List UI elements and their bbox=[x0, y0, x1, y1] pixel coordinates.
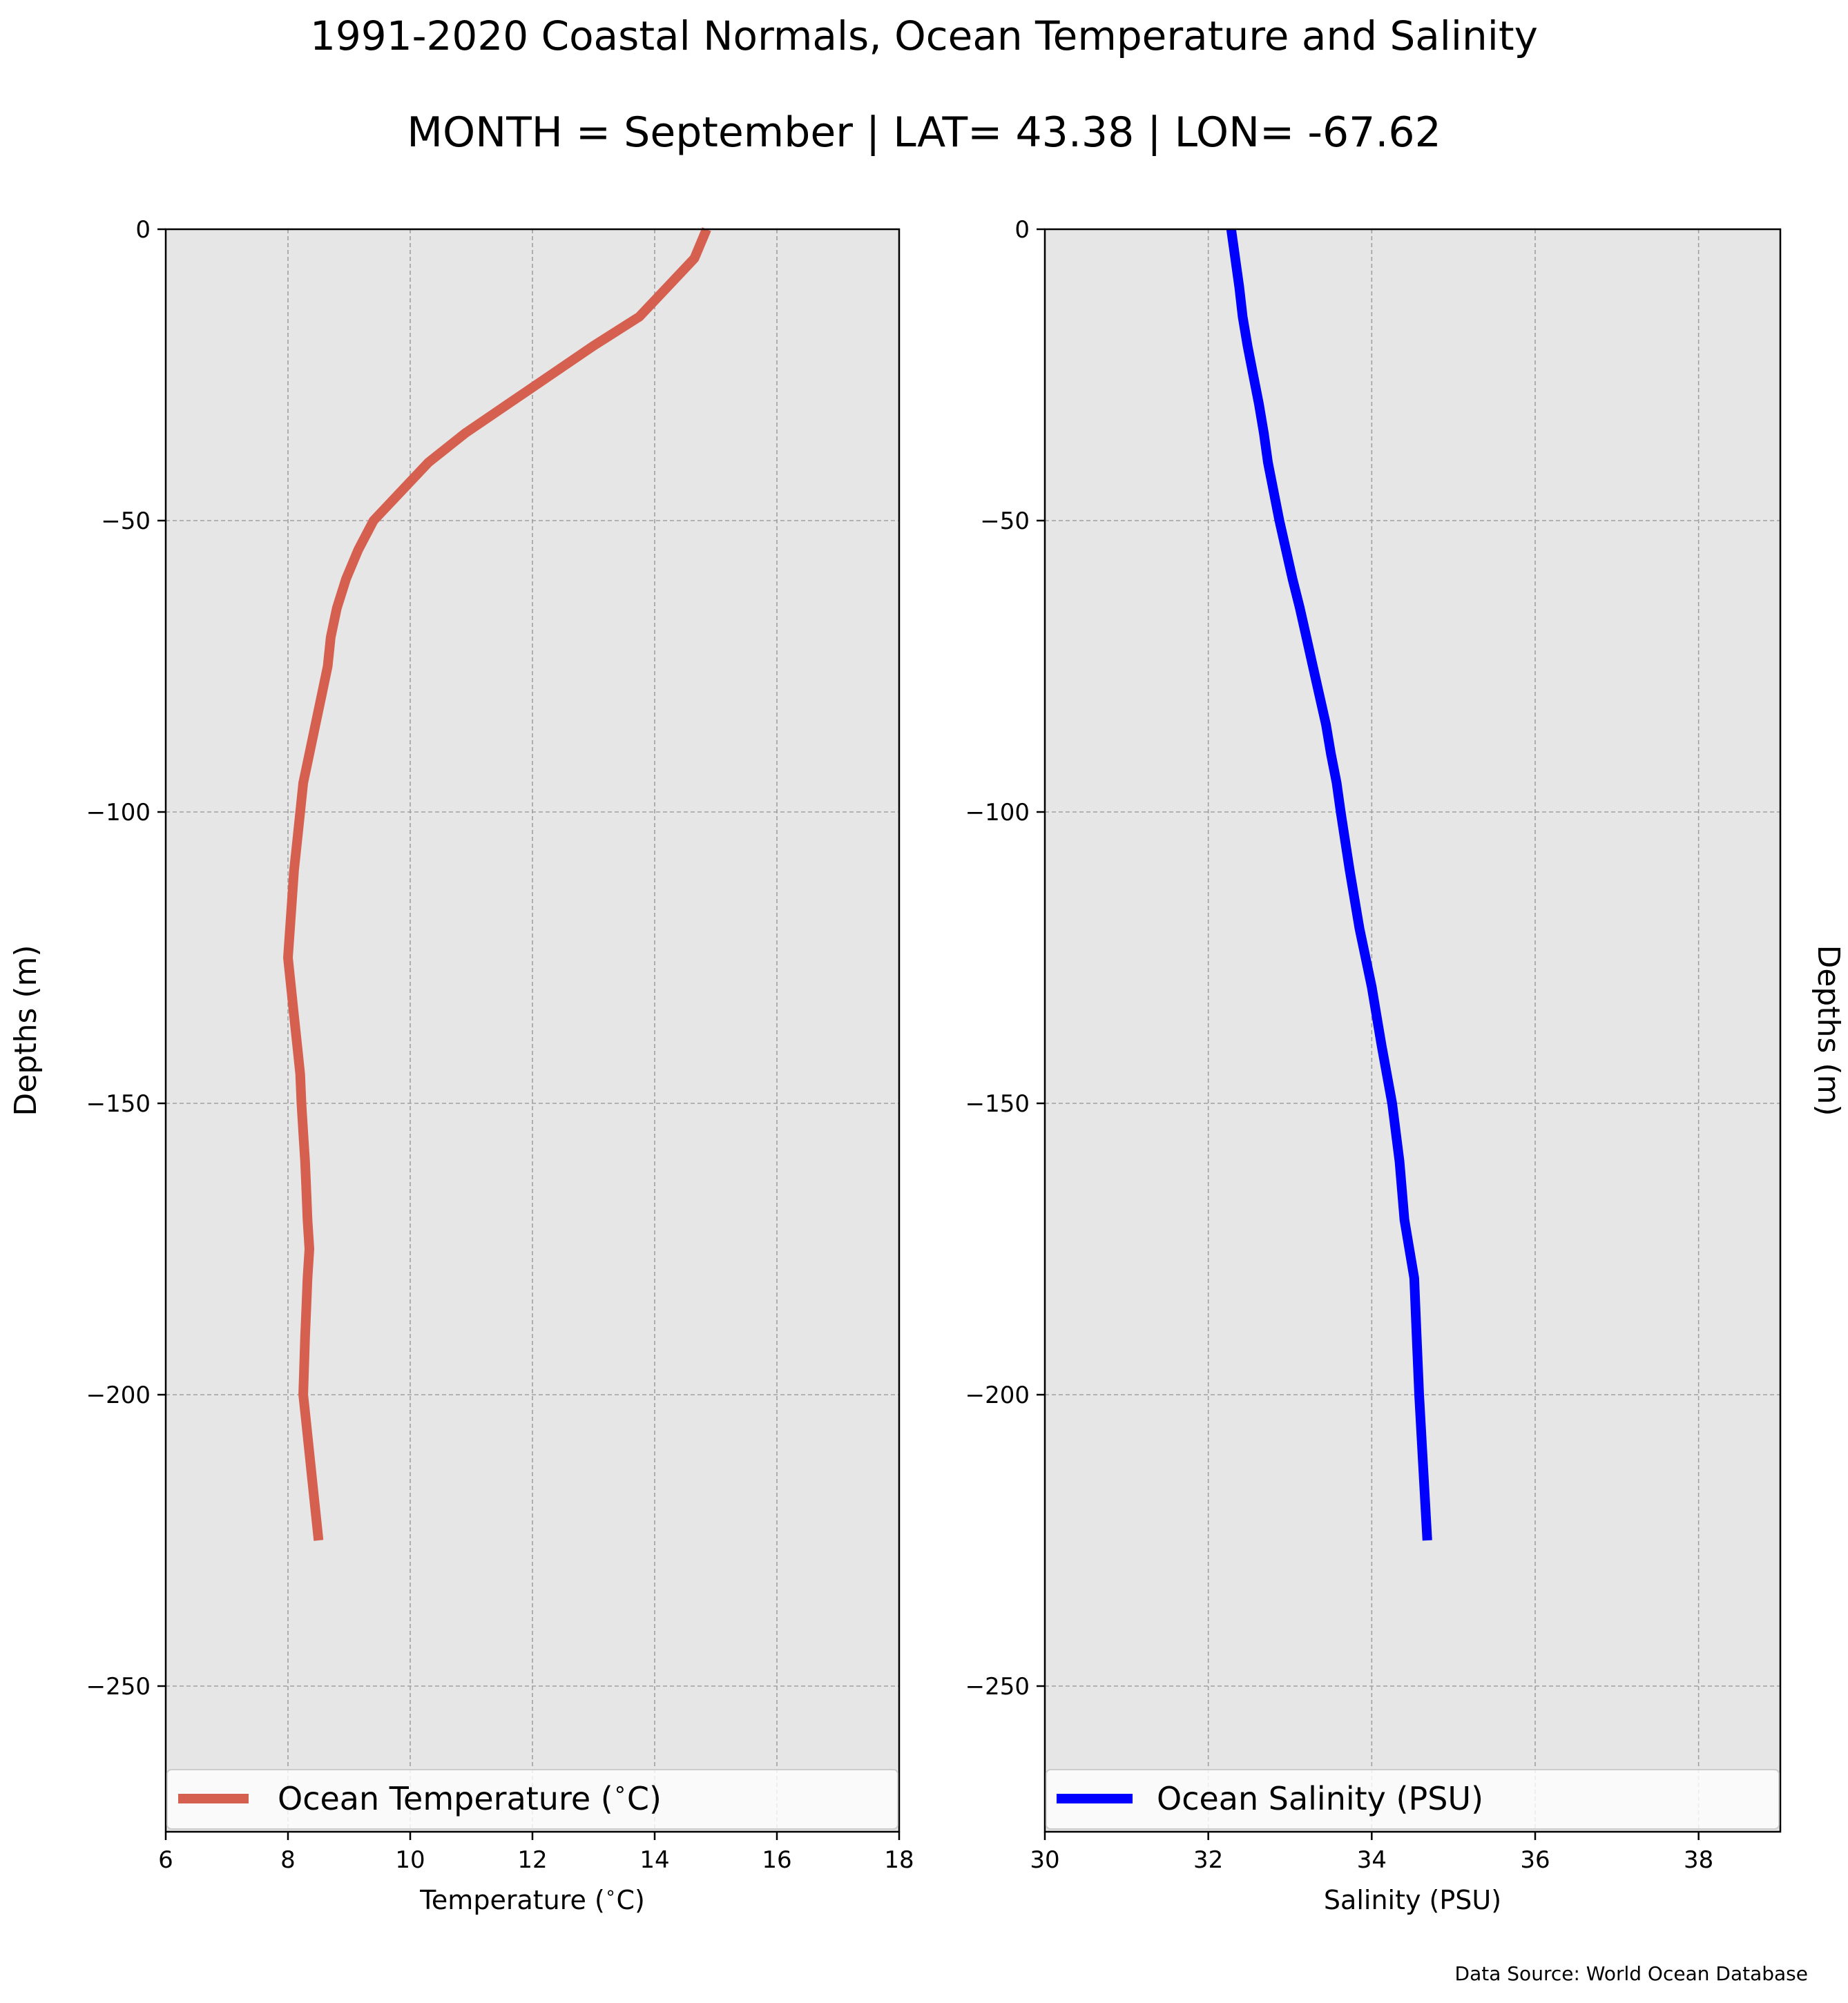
figure-title: 1991-2020 Coastal Normals, Ocean Tempera… bbox=[310, 12, 1538, 59]
x-tick-label: 10 bbox=[395, 1846, 425, 1874]
legend-box bbox=[1046, 1769, 1780, 1830]
legend: Ocean Temperature (∘C) bbox=[166, 1769, 898, 1830]
y-tick-label: −150 bbox=[86, 1090, 151, 1118]
legend-label: Ocean Salinity (PSU) bbox=[1157, 1780, 1483, 1817]
x-tick-label: 8 bbox=[280, 1846, 296, 1874]
y-axis-label: Depths (m) bbox=[8, 945, 44, 1116]
y-tick-label: 0 bbox=[135, 216, 151, 244]
y-tick-label: −100 bbox=[86, 799, 151, 826]
x-tick-label: 38 bbox=[1684, 1846, 1713, 1874]
y-tick-label: −200 bbox=[965, 1382, 1030, 1409]
plot-area bbox=[1045, 229, 1780, 1832]
y-tick-label: −100 bbox=[965, 799, 1030, 826]
x-axis-label: Temperature (∘C) bbox=[419, 1882, 645, 1916]
x-tick-label: 32 bbox=[1193, 1846, 1223, 1874]
y-axis-label: Depths (m) bbox=[1811, 945, 1846, 1116]
y-tick-label: −200 bbox=[86, 1382, 151, 1409]
y-tick-label: −150 bbox=[965, 1090, 1030, 1118]
legend-box bbox=[166, 1769, 898, 1830]
x-tick-label: 36 bbox=[1520, 1846, 1550, 1874]
x-tick-label: 12 bbox=[517, 1846, 547, 1874]
x-tick-label: 6 bbox=[158, 1846, 173, 1874]
y-tick-label: −50 bbox=[101, 507, 151, 535]
x-tick-label: 16 bbox=[762, 1846, 791, 1874]
x-tick-label: 18 bbox=[884, 1846, 914, 1874]
y-tick-label: −250 bbox=[86, 1673, 151, 1701]
axes-frame bbox=[1043, 228, 1782, 1833]
y-tick-label: −50 bbox=[980, 507, 1030, 535]
legend: Ocean Salinity (PSU) bbox=[1046, 1769, 1780, 1830]
figure-subtitle: MONTH = September | LAT= 43.38 | LON= -6… bbox=[407, 108, 1441, 157]
series-line-salinity bbox=[1226, 229, 1432, 1541]
y-tick-label: −250 bbox=[965, 1673, 1030, 1701]
panel-temperature: 6 8 10 12 14 16 18 0 −50 −100 −150 −200 −250 Temperat… bbox=[8, 216, 914, 1915]
x-axis-label: Salinity (PSU) bbox=[1324, 1885, 1501, 1915]
x-tick-label: 30 bbox=[1030, 1846, 1059, 1874]
legend-label: Ocean Temperature (∘C) bbox=[278, 1776, 662, 1817]
data-source-note: Data Source: World Ocean Database bbox=[1455, 1962, 1808, 1985]
y-tick-label: 0 bbox=[1014, 216, 1030, 244]
x-tick-label: 14 bbox=[639, 1846, 669, 1874]
x-tick-label: 34 bbox=[1357, 1846, 1387, 1874]
series-line-temperature bbox=[283, 227, 711, 1541]
panel-salinity: 30 32 34 36 38 0 −50 −100 −150 −200 −250 Salinity (… bbox=[965, 216, 1846, 1915]
